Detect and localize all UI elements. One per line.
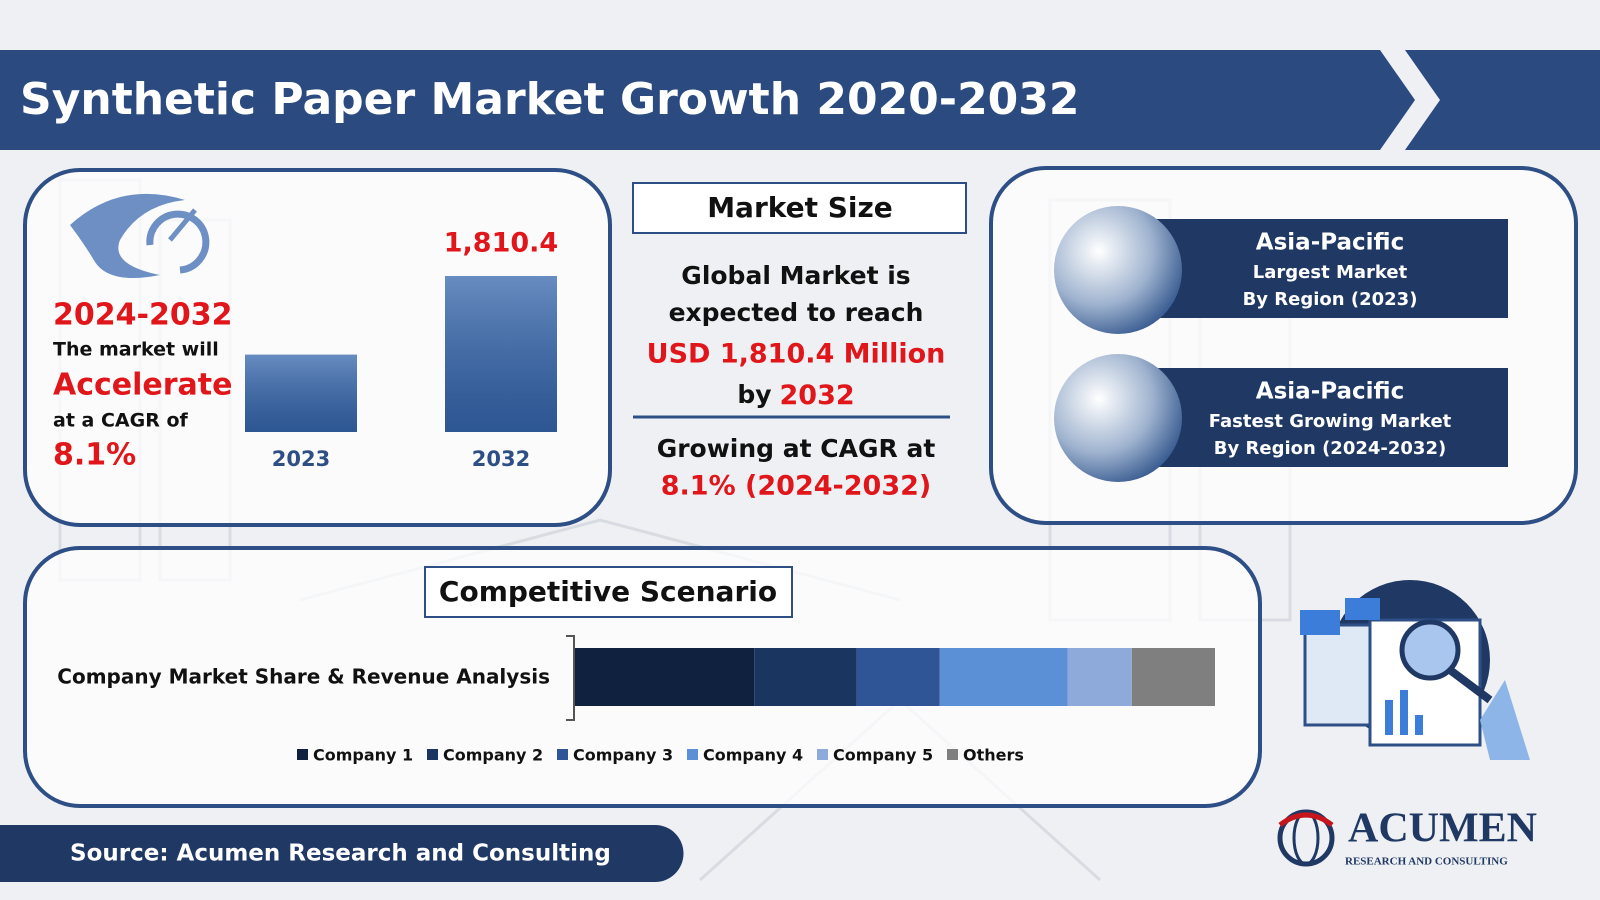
- category-label: Company Market Share & Revenue Analysis: [57, 665, 550, 689]
- region-text: By Region (2023): [1243, 289, 1418, 310]
- globe-icon: [1054, 354, 1182, 482]
- legend-label: Company 5: [833, 746, 933, 765]
- bar-segment: [754, 648, 857, 706]
- bar-bracket: [566, 635, 575, 721]
- logo-name: ACUMEN: [1348, 806, 1537, 852]
- x-tick-label: 2032: [472, 447, 530, 471]
- legend-label: Others: [963, 746, 1024, 765]
- source-band: [0, 825, 684, 882]
- region-text: Fastest Growing Market: [1209, 411, 1452, 432]
- period: 2024-2032: [53, 298, 232, 333]
- legend-swatch: [427, 749, 438, 760]
- legend-swatch: [947, 749, 958, 760]
- growth-cagr: 8.1%: [53, 438, 136, 473]
- x-tick-label: 2023: [272, 447, 330, 471]
- globe-icon: [1054, 206, 1182, 334]
- market-by-line: by 2032: [737, 380, 854, 411]
- bar-sheen: [245, 354, 357, 432]
- market-bar-chart: 2023 2032 1,810.4: [245, 228, 558, 471]
- region-text: By Region (2024-2032): [1214, 438, 1446, 459]
- title-band: [0, 50, 1415, 150]
- competitive-heading: Competitive Scenario: [439, 575, 777, 608]
- growth-text: The market will: [53, 339, 219, 361]
- logo-mark: [1277, 809, 1335, 867]
- bar-segment: [1131, 648, 1215, 706]
- legend-swatch: [297, 749, 308, 760]
- market-by: by: [737, 380, 771, 409]
- analytics-illustration: [1300, 580, 1530, 760]
- market-size-box: [632, 182, 967, 234]
- legend-label: Company 3: [573, 746, 673, 765]
- bar-segment: [575, 648, 755, 706]
- growth-text: at a CAGR of: [53, 410, 188, 432]
- market-size-heading: Market Size: [707, 191, 893, 224]
- title-chevron: [1405, 50, 1600, 150]
- region-card: [1150, 219, 1508, 318]
- growth-panel: [23, 168, 612, 527]
- legend-label: Company 4: [703, 746, 803, 765]
- market-cagr: 8.1% (2024-2032): [661, 471, 931, 502]
- legend-label: Company 1: [313, 746, 413, 765]
- logo-tagline: RESEARCH AND CONSULTING: [1345, 856, 1508, 868]
- region-name: Asia-Pacific: [1256, 379, 1404, 405]
- region-name: Asia-Pacific: [1256, 230, 1404, 256]
- legend-label: Company 2: [443, 746, 543, 765]
- bar-segment: [939, 648, 1068, 706]
- value-label: 1,810.4: [444, 228, 558, 259]
- region-card: [1150, 368, 1508, 467]
- bar-sheen: [445, 276, 557, 432]
- competitive-box: [424, 566, 793, 618]
- market-text: Growing at CAGR at: [657, 434, 936, 463]
- growth-highlight: Accelerate: [53, 368, 233, 403]
- source: Source: Acumen Research and Consulting: [70, 841, 611, 867]
- bar-segment: [1067, 648, 1132, 706]
- legend-swatch: [687, 749, 698, 760]
- share-chart: Company Market Share & Revenue Analysis C…: [57, 648, 1215, 765]
- market-amount: USD 1,810.4 Million: [647, 339, 946, 370]
- legend-swatch: [557, 749, 568, 760]
- market-year: 2032: [780, 380, 855, 411]
- bar-segment: [856, 648, 940, 706]
- market-text: Global Market is: [681, 261, 910, 290]
- region-text: Largest Market: [1253, 262, 1408, 283]
- speed-icon: [70, 193, 210, 279]
- title: Synthetic Paper Market Growth 2020-2032: [20, 74, 1080, 125]
- market-text: expected to reach: [669, 298, 924, 327]
- legend-swatch: [817, 749, 828, 760]
